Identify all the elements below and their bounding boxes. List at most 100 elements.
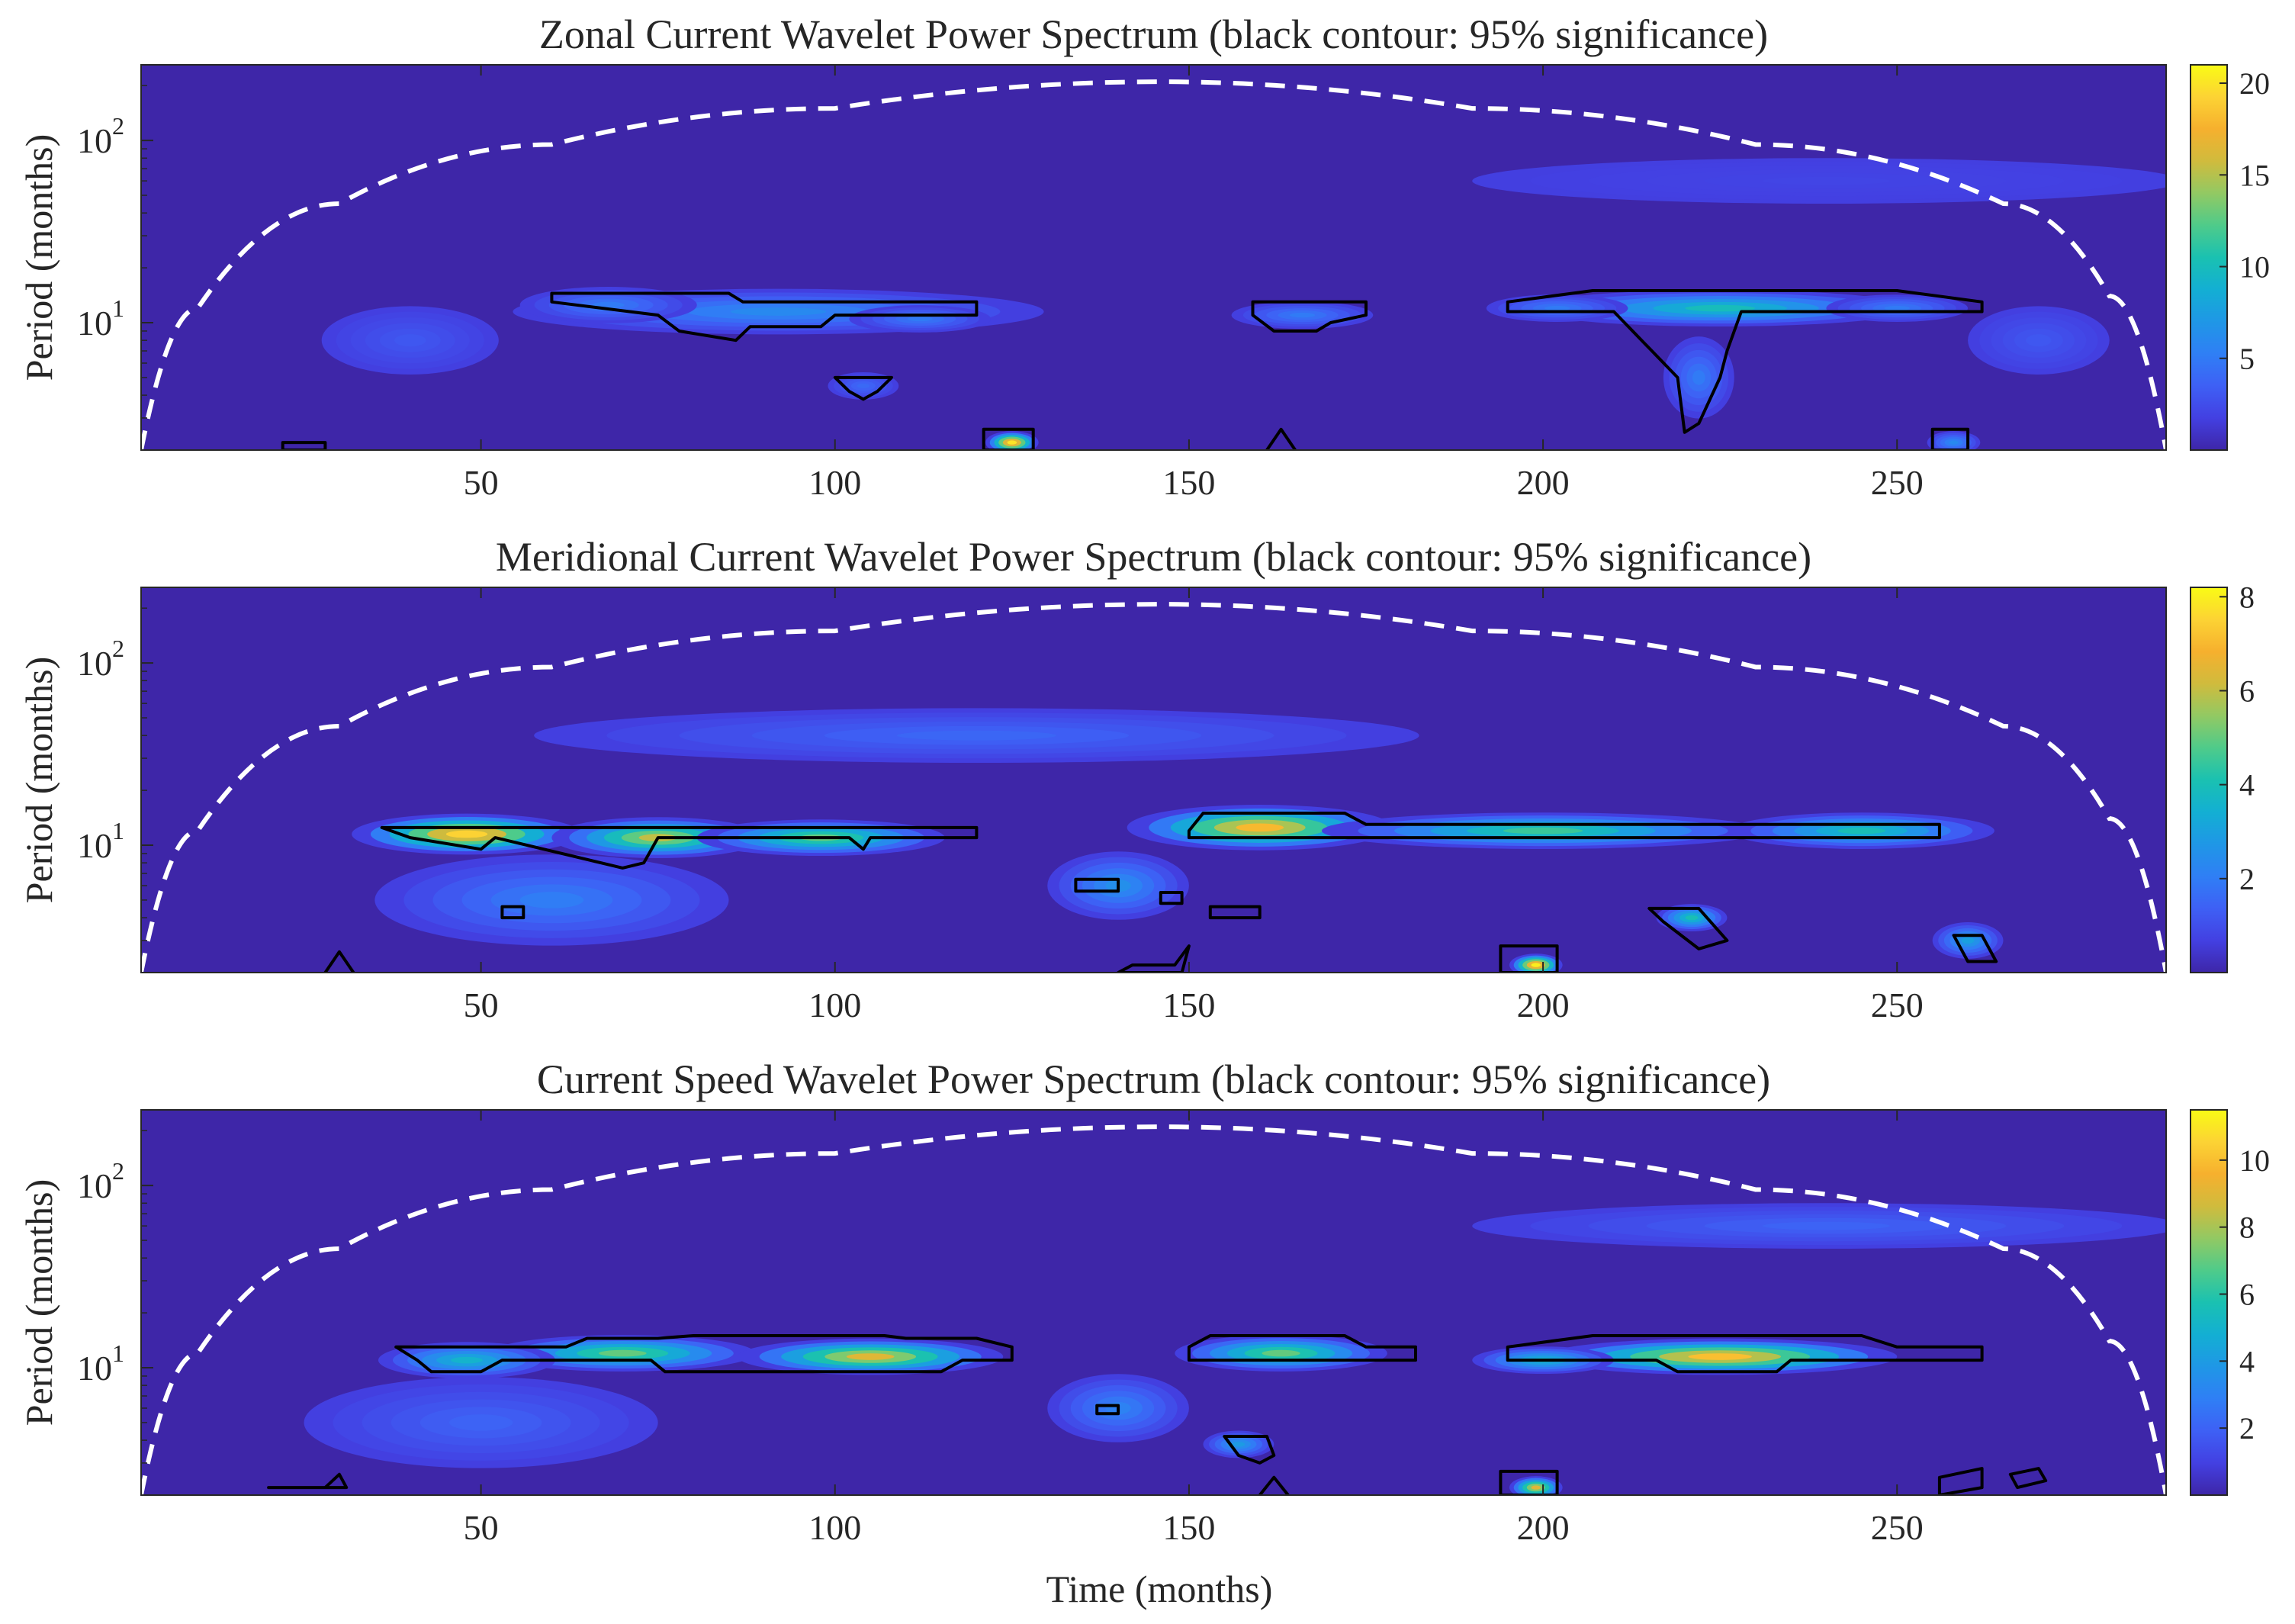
significance-contour <box>1187 1334 1417 1362</box>
x-tick-label: 50 <box>464 986 499 1024</box>
significance-contour <box>1647 906 1729 950</box>
power-blob <box>1544 305 1570 311</box>
x-tick-label: 100 <box>808 986 861 1024</box>
significance-contours <box>281 289 1984 450</box>
significance-contour <box>1930 427 1970 450</box>
significance-contour <box>1506 289 1984 434</box>
colorbar <box>2190 1109 2228 1496</box>
power-blob <box>1289 312 1316 318</box>
colorbar <box>2190 64 2228 451</box>
power-blob <box>1762 176 1890 185</box>
panel-2: 50 100 150 200 250 101 102 Meridional Current W… <box>18 534 2255 1024</box>
y-tick-label: 102 <box>77 1157 124 1205</box>
power-blob <box>1961 937 1975 944</box>
significance-contour <box>1499 944 1559 973</box>
panel-title: Current Speed Wavelet Power Spectrum (bl… <box>537 1056 1770 1102</box>
significance-contour <box>1095 1404 1120 1416</box>
power-blob <box>2026 334 2052 347</box>
colorbar-tick-label: 8 <box>2239 1211 2255 1245</box>
cone-of-influence <box>141 602 2166 973</box>
colorbar-tick-label: 4 <box>2239 1344 2255 1378</box>
colorbar-tick-label: 8 <box>2239 580 2255 614</box>
x-tick-label: 50 <box>464 463 499 502</box>
power-blob <box>1949 440 1959 445</box>
x-tick-label: 200 <box>1517 1508 1570 1547</box>
power-blob <box>896 730 1056 741</box>
x-tick-label: 250 <box>1871 463 1924 502</box>
axes-frame <box>140 587 2167 973</box>
cone-of-influence <box>141 1124 2166 1495</box>
significance-contour <box>267 1472 349 1490</box>
significance-contour <box>1952 934 1998 963</box>
colorbar <box>2190 587 2228 973</box>
y-axis-label: Period (months) <box>18 134 60 381</box>
power-blob <box>519 892 584 908</box>
axes-frame <box>140 1109 2167 1496</box>
power-blob <box>730 307 827 316</box>
x-tick-label: 150 <box>1162 986 1215 1024</box>
y-axis-label: Period (months) <box>18 657 60 904</box>
significance-contour <box>1117 944 1191 973</box>
power-blob <box>1531 1485 1541 1490</box>
colorbar-tick-label: 6 <box>2239 674 2255 708</box>
significance-contour <box>2008 1467 2048 1490</box>
colorbar-tick-label: 20 <box>2239 66 2270 101</box>
panel-title: Zonal Current Wavelet Power Spectrum (bl… <box>539 11 1768 57</box>
y-tick-label: 101 <box>77 294 124 342</box>
significance-contour <box>380 825 979 870</box>
significance-contour <box>323 950 355 973</box>
significance-contours <box>267 1334 2048 1495</box>
x-tick-label: 200 <box>1517 986 1570 1024</box>
colorbar-tick-label: 10 <box>2239 250 2270 285</box>
colorbar-tick-label: 4 <box>2239 768 2255 802</box>
significance-contour <box>550 291 979 342</box>
panel-title: Meridional Current Wavelet Power Spectru… <box>496 534 1811 580</box>
power-blob <box>445 830 488 838</box>
colorbar-tick-label: 2 <box>2239 862 2255 896</box>
cone-of-influence <box>141 79 2166 450</box>
significance-contour <box>281 441 327 450</box>
power-blob <box>1688 1353 1752 1360</box>
y-axis-label: Period (months) <box>18 1179 60 1426</box>
y-tick-label: 101 <box>77 817 124 865</box>
x-tick-label: 100 <box>808 1508 861 1547</box>
significance-contour <box>1251 300 1368 333</box>
panel-1: 50 100 150 200 250 101 102 Zonal Current Wavele… <box>18 11 2270 502</box>
significance-contour <box>1223 1435 1276 1465</box>
power-blob <box>1884 305 1910 311</box>
axes-frame <box>140 64 2167 451</box>
y-tick-label: 101 <box>77 1339 124 1388</box>
power-blob <box>857 383 870 389</box>
power-blob <box>1685 304 1756 312</box>
x-tick-label: 50 <box>464 1508 499 1547</box>
significance-contour <box>1187 812 1941 840</box>
colorbar-tick-label: 5 <box>2239 342 2255 376</box>
power-blob <box>846 1353 895 1360</box>
power-blob <box>1503 827 1583 835</box>
significance-contour <box>1265 427 1297 450</box>
power-blob <box>598 1349 647 1357</box>
significance-contour <box>1499 1469 1559 1495</box>
y-tick-label: 102 <box>77 112 124 160</box>
power-blob <box>1762 1221 1890 1230</box>
power-blob <box>907 316 933 322</box>
significance-contour <box>1159 891 1184 905</box>
heatmap-background <box>141 65 2166 450</box>
significance-contour <box>833 375 893 401</box>
colorbar-tick-label: 2 <box>2239 1411 2255 1446</box>
power-blob <box>1692 370 1705 385</box>
power-blob <box>1262 1349 1300 1357</box>
power-blob <box>1232 1442 1246 1447</box>
x-tick-label: 150 <box>1162 463 1215 502</box>
colorbar-tick-label: 6 <box>2239 1278 2255 1312</box>
x-tick-label: 200 <box>1517 463 1570 502</box>
colorbar-tick-label: 10 <box>2239 1143 2270 1178</box>
power-blob <box>451 1356 483 1364</box>
power-blob <box>1007 440 1017 445</box>
significance-contour <box>394 1334 1014 1374</box>
significance-contours <box>323 812 1998 973</box>
colorbar-tick-label: 15 <box>2239 158 2270 192</box>
